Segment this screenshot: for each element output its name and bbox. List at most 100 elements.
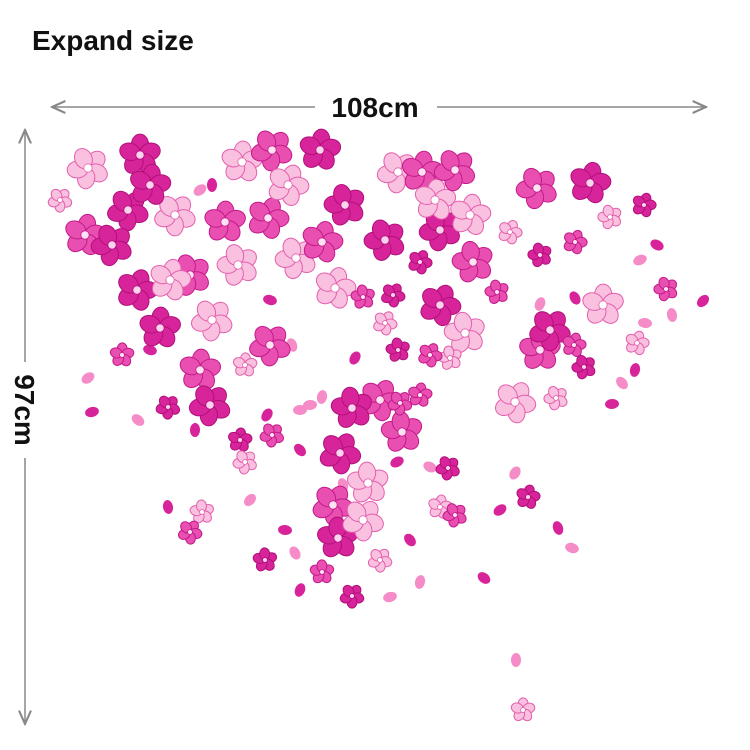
- flower-center: [397, 400, 403, 406]
- flower: [130, 163, 172, 205]
- flower: [189, 499, 214, 524]
- flower-center: [328, 500, 338, 510]
- flower: [625, 330, 650, 356]
- flower: [373, 311, 398, 336]
- petal-drop: [552, 521, 564, 535]
- flower: [381, 283, 406, 308]
- petal-drop: [131, 414, 145, 426]
- flower-center: [205, 400, 215, 410]
- petal-drop: [143, 344, 157, 356]
- petal-drop: [278, 524, 292, 536]
- title: Expand size: [32, 25, 194, 56]
- flower-center: [510, 397, 520, 407]
- flower-center: [535, 345, 545, 355]
- flower-center: [195, 365, 205, 375]
- flower-center: [187, 529, 193, 535]
- flower: [562, 332, 587, 358]
- flower-center: [450, 165, 460, 175]
- petal-drop: [477, 572, 491, 584]
- flower-center: [333, 533, 343, 543]
- flower: [342, 500, 384, 542]
- petal-drop: [666, 308, 678, 322]
- flower: [433, 150, 476, 192]
- flower: [387, 391, 413, 416]
- flower-center: [283, 180, 293, 190]
- petal-drop: [293, 404, 307, 416]
- flower-center: [435, 225, 445, 235]
- flower: [302, 221, 344, 263]
- flower: [414, 178, 457, 220]
- flower-center: [445, 465, 451, 471]
- petal-drop: [696, 294, 710, 308]
- flower: [252, 547, 278, 572]
- flower: [653, 276, 678, 302]
- flower-center: [107, 240, 117, 250]
- flower: [346, 461, 389, 503]
- flower: [179, 348, 222, 390]
- flower-center: [435, 300, 445, 310]
- flower: [527, 242, 552, 268]
- flower: [570, 161, 612, 204]
- flower: [66, 147, 108, 190]
- petal-drop: [289, 546, 301, 560]
- flower: [323, 184, 365, 226]
- petal-drop: [650, 239, 664, 251]
- flower: [484, 279, 509, 304]
- petal-drop: [294, 583, 306, 597]
- flower: [418, 343, 443, 368]
- flower-center: [360, 294, 366, 300]
- flower-center: [494, 289, 500, 295]
- flower-center: [390, 292, 396, 298]
- flower-center: [507, 229, 513, 235]
- petal-drop: [414, 575, 426, 589]
- flower: [442, 503, 467, 528]
- petal-drop: [243, 493, 257, 507]
- flower: [437, 345, 462, 370]
- flower: [250, 130, 293, 172]
- flower: [204, 200, 246, 242]
- petal-drop: [616, 376, 628, 390]
- flower-center: [377, 557, 383, 563]
- flower: [47, 188, 73, 213]
- flower: [380, 410, 423, 452]
- flower-center: [375, 395, 385, 405]
- flower-center: [452, 512, 458, 518]
- flower-center: [233, 260, 243, 270]
- flower: [191, 300, 233, 342]
- flower-center: [520, 707, 526, 713]
- flower: [90, 224, 132, 267]
- flower: [232, 352, 258, 377]
- flower-center: [340, 200, 350, 210]
- flower-center: [317, 237, 327, 247]
- flower: [154, 196, 196, 237]
- flower: [339, 584, 365, 609]
- flower-center: [607, 214, 613, 220]
- flower-center: [165, 275, 175, 285]
- flower-center: [237, 437, 243, 443]
- flower-center: [263, 213, 273, 223]
- flower: [350, 284, 375, 309]
- flower-center: [598, 300, 608, 310]
- flower-center: [532, 183, 542, 193]
- flower: [319, 433, 362, 475]
- petal-drop: [629, 363, 641, 377]
- flower: [408, 382, 433, 407]
- flower-center: [581, 364, 587, 370]
- width-label: 108cm: [331, 92, 418, 123]
- flower: [385, 337, 410, 362]
- flower: [510, 697, 536, 722]
- flower: [543, 386, 568, 411]
- petal-drop: [349, 351, 361, 365]
- flower: [435, 456, 460, 481]
- flower-center: [417, 167, 427, 177]
- flower: [188, 385, 231, 427]
- petal-drop: [423, 461, 437, 473]
- petal-drop: [85, 406, 99, 418]
- flower-center: [262, 557, 268, 563]
- flower-center: [315, 145, 325, 155]
- flower-center: [57, 197, 63, 203]
- height-label: 97cm: [9, 374, 40, 446]
- flower-center: [347, 403, 357, 413]
- flower-center: [80, 230, 90, 240]
- flower: [177, 520, 203, 545]
